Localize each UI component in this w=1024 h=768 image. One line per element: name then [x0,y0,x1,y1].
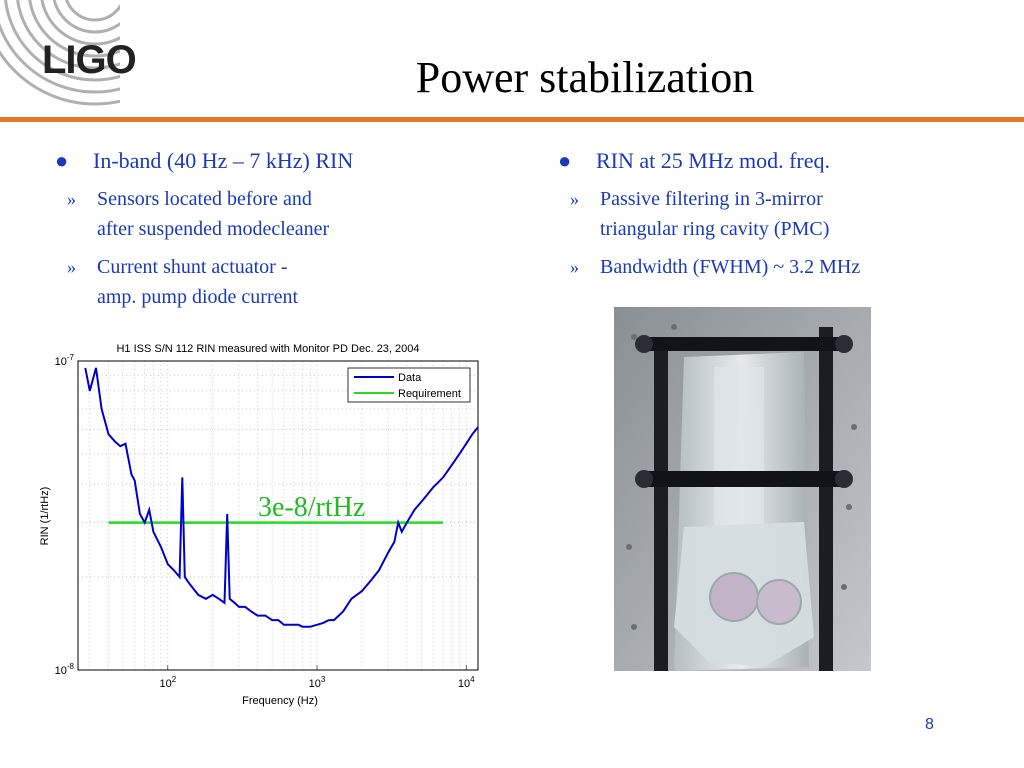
sub-bullet: » Passive filtering in 3-mirror triangul… [558,184,998,244]
sub-bullet-line: Passive filtering in 3-mirror [600,188,823,210]
sub-bullet-line: after suspended modecleaner [97,218,330,240]
bullet-item: ● In-band (40 Hz – 7 kHz) RIN [55,148,515,174]
bullet-item: ● RIN at 25 MHz mod. freq. [558,148,998,174]
x-tick-label: 104 [458,675,475,690]
slide-title: Power stabilization [415,53,755,102]
legend-entry-requirement: Requirement [398,388,461,400]
bullet-text: RIN at 25 MHz mod. freq. [596,148,831,173]
pmc-photo [614,307,871,671]
sub-bullet-line: triangular ring cavity (PMC) [600,218,830,240]
sub-bullet-line: Sensors located before and [97,188,312,210]
right-column: ● RIN at 25 MHz mod. freq. » Passive fil… [558,148,998,282]
rin-chart: H1 ISS S/N 112 RIN measured with Monitor… [30,336,500,716]
requirement-annotation: 3e-8/rtHz [258,492,365,523]
chevron-icon: » [570,189,579,209]
bullet-dot-icon: ● [55,148,69,173]
x-tick-label: 102 [159,675,176,690]
page-number: 8 [925,716,934,733]
data-series-line [84,367,479,628]
chevron-icon: » [570,257,579,277]
ligo-logo-arcs [0,0,120,106]
chart-title: H1 ISS S/N 112 RIN measured with Monitor… [116,343,419,355]
sub-bullet: » Sensors located before and after suspe… [55,184,515,244]
bullet-dot-icon: ● [558,148,572,173]
x-tick-label: 103 [309,675,326,690]
left-column: ● In-band (40 Hz – 7 kHz) RIN » Sensors … [55,148,515,312]
chart-legend: Data Requirement [347,367,471,403]
title-divider [0,117,1024,122]
sub-bullet: » Bandwidth (FWHM) ~ 3.2 MHz [558,252,998,282]
y-axis-label: RIN (1/rtHz) [39,487,51,546]
sub-bullet-line: Bandwidth (FWHM) ~ 3.2 MHz [600,256,861,278]
chevron-icon: » [67,189,76,209]
y-tick-label: 10-8 [55,662,75,677]
chart-plot-area [77,360,479,671]
y-tick-label: 10-7 [55,353,75,368]
chevron-icon: » [67,257,76,277]
chart-ticks: 102 103 104 10-7 10-8 [55,353,475,690]
sub-bullet-line: amp. pump diode current [97,286,299,308]
ligo-logo: LIGO [42,38,137,82]
x-axis-label: Frequency (Hz) [242,695,318,707]
sub-bullet: » Current shunt actuator - amp. pump dio… [55,252,515,312]
legend-entry-data: Data [398,372,422,384]
sub-bullet-line: Current shunt actuator - [97,256,288,278]
bullet-text: In-band (40 Hz – 7 kHz) RIN [93,148,354,173]
